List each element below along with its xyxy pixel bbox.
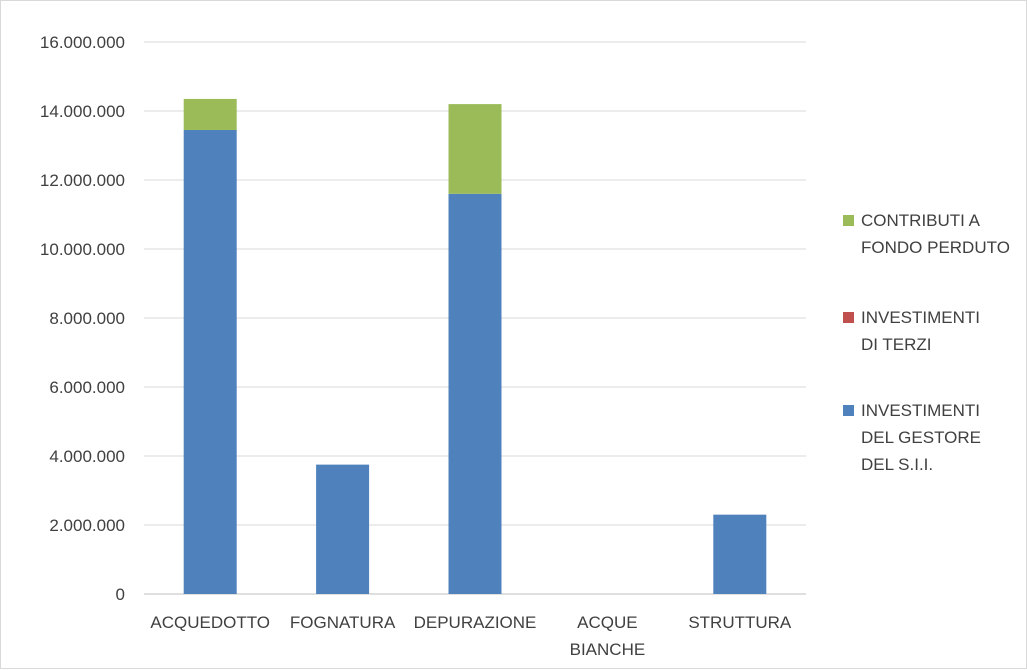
legend-label: DEL S.I.I. bbox=[861, 455, 933, 474]
legend-swatch bbox=[843, 215, 854, 226]
y-axis: 0 2.000.000 4.000.000 6.000.000 8.000.000 10.… bbox=[40, 33, 125, 604]
bar-segment-1-0 bbox=[316, 464, 370, 594]
bar-segment-4-0 bbox=[713, 514, 767, 594]
y-tick-label: 0 bbox=[116, 585, 125, 604]
bar-segment-0-2 bbox=[183, 98, 237, 130]
legend-label: DI TERZI bbox=[861, 335, 932, 354]
y-tick-label: 6.000.000 bbox=[49, 378, 125, 397]
legend: CONTRIBUTI A FONDO PERDUTO INVESTIMENTI DI … bbox=[843, 211, 1010, 474]
legend-swatch bbox=[843, 405, 854, 416]
x-tick-label: ACQUE bbox=[577, 613, 637, 632]
x-tick-label: STRUTTURA bbox=[688, 613, 792, 632]
x-tick-label: BIANCHE bbox=[570, 640, 646, 659]
legend-label: FONDO PERDUTO bbox=[861, 238, 1010, 257]
y-tick-label: 10.000.000 bbox=[40, 240, 125, 259]
bar-segment-0-0 bbox=[183, 129, 237, 594]
x-tick-label: FOGNATURA bbox=[290, 613, 396, 632]
bar-segment-2-0 bbox=[448, 193, 502, 595]
legend-swatch bbox=[843, 312, 854, 323]
legend-label: DEL GESTORE bbox=[861, 428, 981, 447]
y-tick-label: 14.000.000 bbox=[40, 102, 125, 121]
legend-label: INVESTIMENTI bbox=[861, 401, 980, 420]
y-tick-label: 2.000.000 bbox=[49, 516, 125, 535]
legend-label: INVESTIMENTI bbox=[861, 308, 980, 327]
x-tick-label: DEPURAZIONE bbox=[414, 613, 537, 632]
y-tick-label: 12.000.000 bbox=[40, 171, 125, 190]
legend-label: CONTRIBUTI A bbox=[861, 211, 981, 230]
bars bbox=[183, 98, 767, 595]
y-tick-label: 8.000.000 bbox=[49, 309, 125, 328]
bar-segment-2-2 bbox=[448, 104, 502, 194]
x-axis: ACQUEDOTTO FOGNATURA DEPURAZIONE ACQUE BIANC… bbox=[150, 613, 792, 659]
y-tick-label: 4.000.000 bbox=[49, 447, 125, 466]
y-tick-label: 16.000.000 bbox=[40, 33, 125, 52]
x-tick-label: ACQUEDOTTO bbox=[150, 613, 270, 632]
